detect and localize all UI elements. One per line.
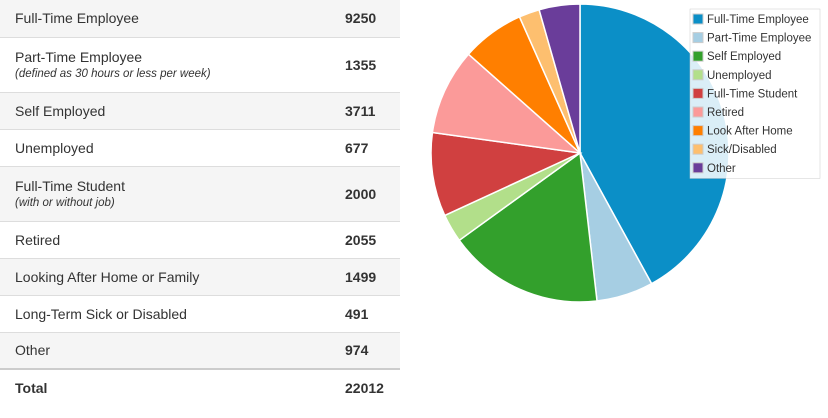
row-label: Part-Time Employee xyxy=(15,49,143,65)
legend-swatch xyxy=(692,69,704,81)
row-label: Unemployed xyxy=(15,139,94,156)
legend-swatch xyxy=(692,32,704,44)
row-note: (defined as 30 hours or less per week) xyxy=(15,68,211,80)
table-row: Full-Time Employee 9250 xyxy=(0,0,400,37)
total-value: 22012 xyxy=(345,380,384,396)
legend-label: Unemployed xyxy=(707,70,772,82)
row-value: 3711 xyxy=(345,92,400,129)
row-label-cell: Part-Time Employee (defined as 30 hours o… xyxy=(0,37,345,92)
legend-label: Sick/Disabled xyxy=(707,144,777,156)
row-value: 974 xyxy=(345,332,400,369)
pie-slices xyxy=(430,3,730,303)
table-row: Part-Time Employee (defined as 30 hours o… xyxy=(0,37,400,92)
employment-table: Full-Time Employee 9250 Part-Time Employee… xyxy=(0,0,400,406)
row-value: 2000 xyxy=(345,166,400,221)
pie-slice-other xyxy=(538,3,581,154)
legend-swatch xyxy=(692,143,704,155)
legend-label: Full-Time Student xyxy=(707,88,798,100)
pie-slice-self-employed xyxy=(458,151,598,303)
row-label-cell: Unemployed xyxy=(0,129,345,166)
chart-legend: Full-Time Employee Part-Time Employee Self… xyxy=(689,8,821,179)
pie-slice-retired xyxy=(431,53,583,155)
legend-background xyxy=(689,8,821,179)
row-note: (with or without job) xyxy=(15,197,115,209)
row-value: 1499 xyxy=(345,258,400,295)
legend-label: Retired xyxy=(707,107,744,119)
row-value: 9250 xyxy=(345,0,400,37)
legend-swatch xyxy=(692,106,704,118)
employment-pie-chart: Full-Time Employee Part-Time Employee Self… xyxy=(430,3,821,303)
legend-label: Full-Time Employee xyxy=(707,14,809,26)
row-label: Full-Time Student xyxy=(15,178,125,194)
table-row: Looking After Home or Family 1499 xyxy=(0,258,400,295)
row-label-cell: Full-Time Employee xyxy=(0,0,345,37)
row-label: Full-Time Employee xyxy=(15,10,139,27)
legend-label: Look After Home xyxy=(707,126,793,138)
legend-swatch xyxy=(692,50,704,62)
row-label-cell: Other xyxy=(0,332,345,369)
pie-slice-full-time-student xyxy=(430,131,583,217)
row-label-cell: Full-Time Student (with or without job) xyxy=(0,166,345,221)
legend-swatch xyxy=(692,162,704,174)
row-value: 491 xyxy=(345,305,369,322)
legend-swatch xyxy=(692,87,704,99)
row-label-cell: Retired xyxy=(0,221,345,258)
row-label-cell: Self Employed xyxy=(0,92,345,129)
total-label: Total xyxy=(15,380,48,396)
table-row: Full-Time Student (with or without job) 20… xyxy=(0,166,400,221)
row-label: Other xyxy=(15,342,51,359)
row-label-cell: Looking After Home or Family xyxy=(0,258,345,295)
total-row: Total 22012 xyxy=(0,369,400,406)
table-row: Unemployed 677 xyxy=(0,129,400,166)
legend-swatch xyxy=(692,13,704,25)
row-label: Retired xyxy=(15,231,61,248)
legend-label: Part-Time Employee xyxy=(707,33,811,45)
table-row: Long-Term Sick or Disabled 491 xyxy=(0,295,400,332)
row-value: 677 xyxy=(345,139,369,156)
row-value: 2055 xyxy=(345,231,377,248)
row-label: Self Employed xyxy=(15,102,106,119)
legend-swatch xyxy=(692,125,704,137)
legend-label: Other xyxy=(707,163,736,175)
table-row: Other 974 xyxy=(0,332,400,369)
row-label-cell: Long-Term Sick or Disabled xyxy=(0,295,345,332)
table-row: Retired 2055 xyxy=(0,221,400,258)
row-value: 1355 xyxy=(345,56,377,73)
employment-table-panel: Full-Time Employee 9250 Part-Time Employee… xyxy=(0,0,400,406)
legend-label: Self Employed xyxy=(707,51,781,63)
row-label: Long-Term Sick or Disabled xyxy=(15,305,187,322)
row-label: Looking After Home or Family xyxy=(15,268,200,285)
table-row: Self Employed 3711 xyxy=(0,92,400,129)
